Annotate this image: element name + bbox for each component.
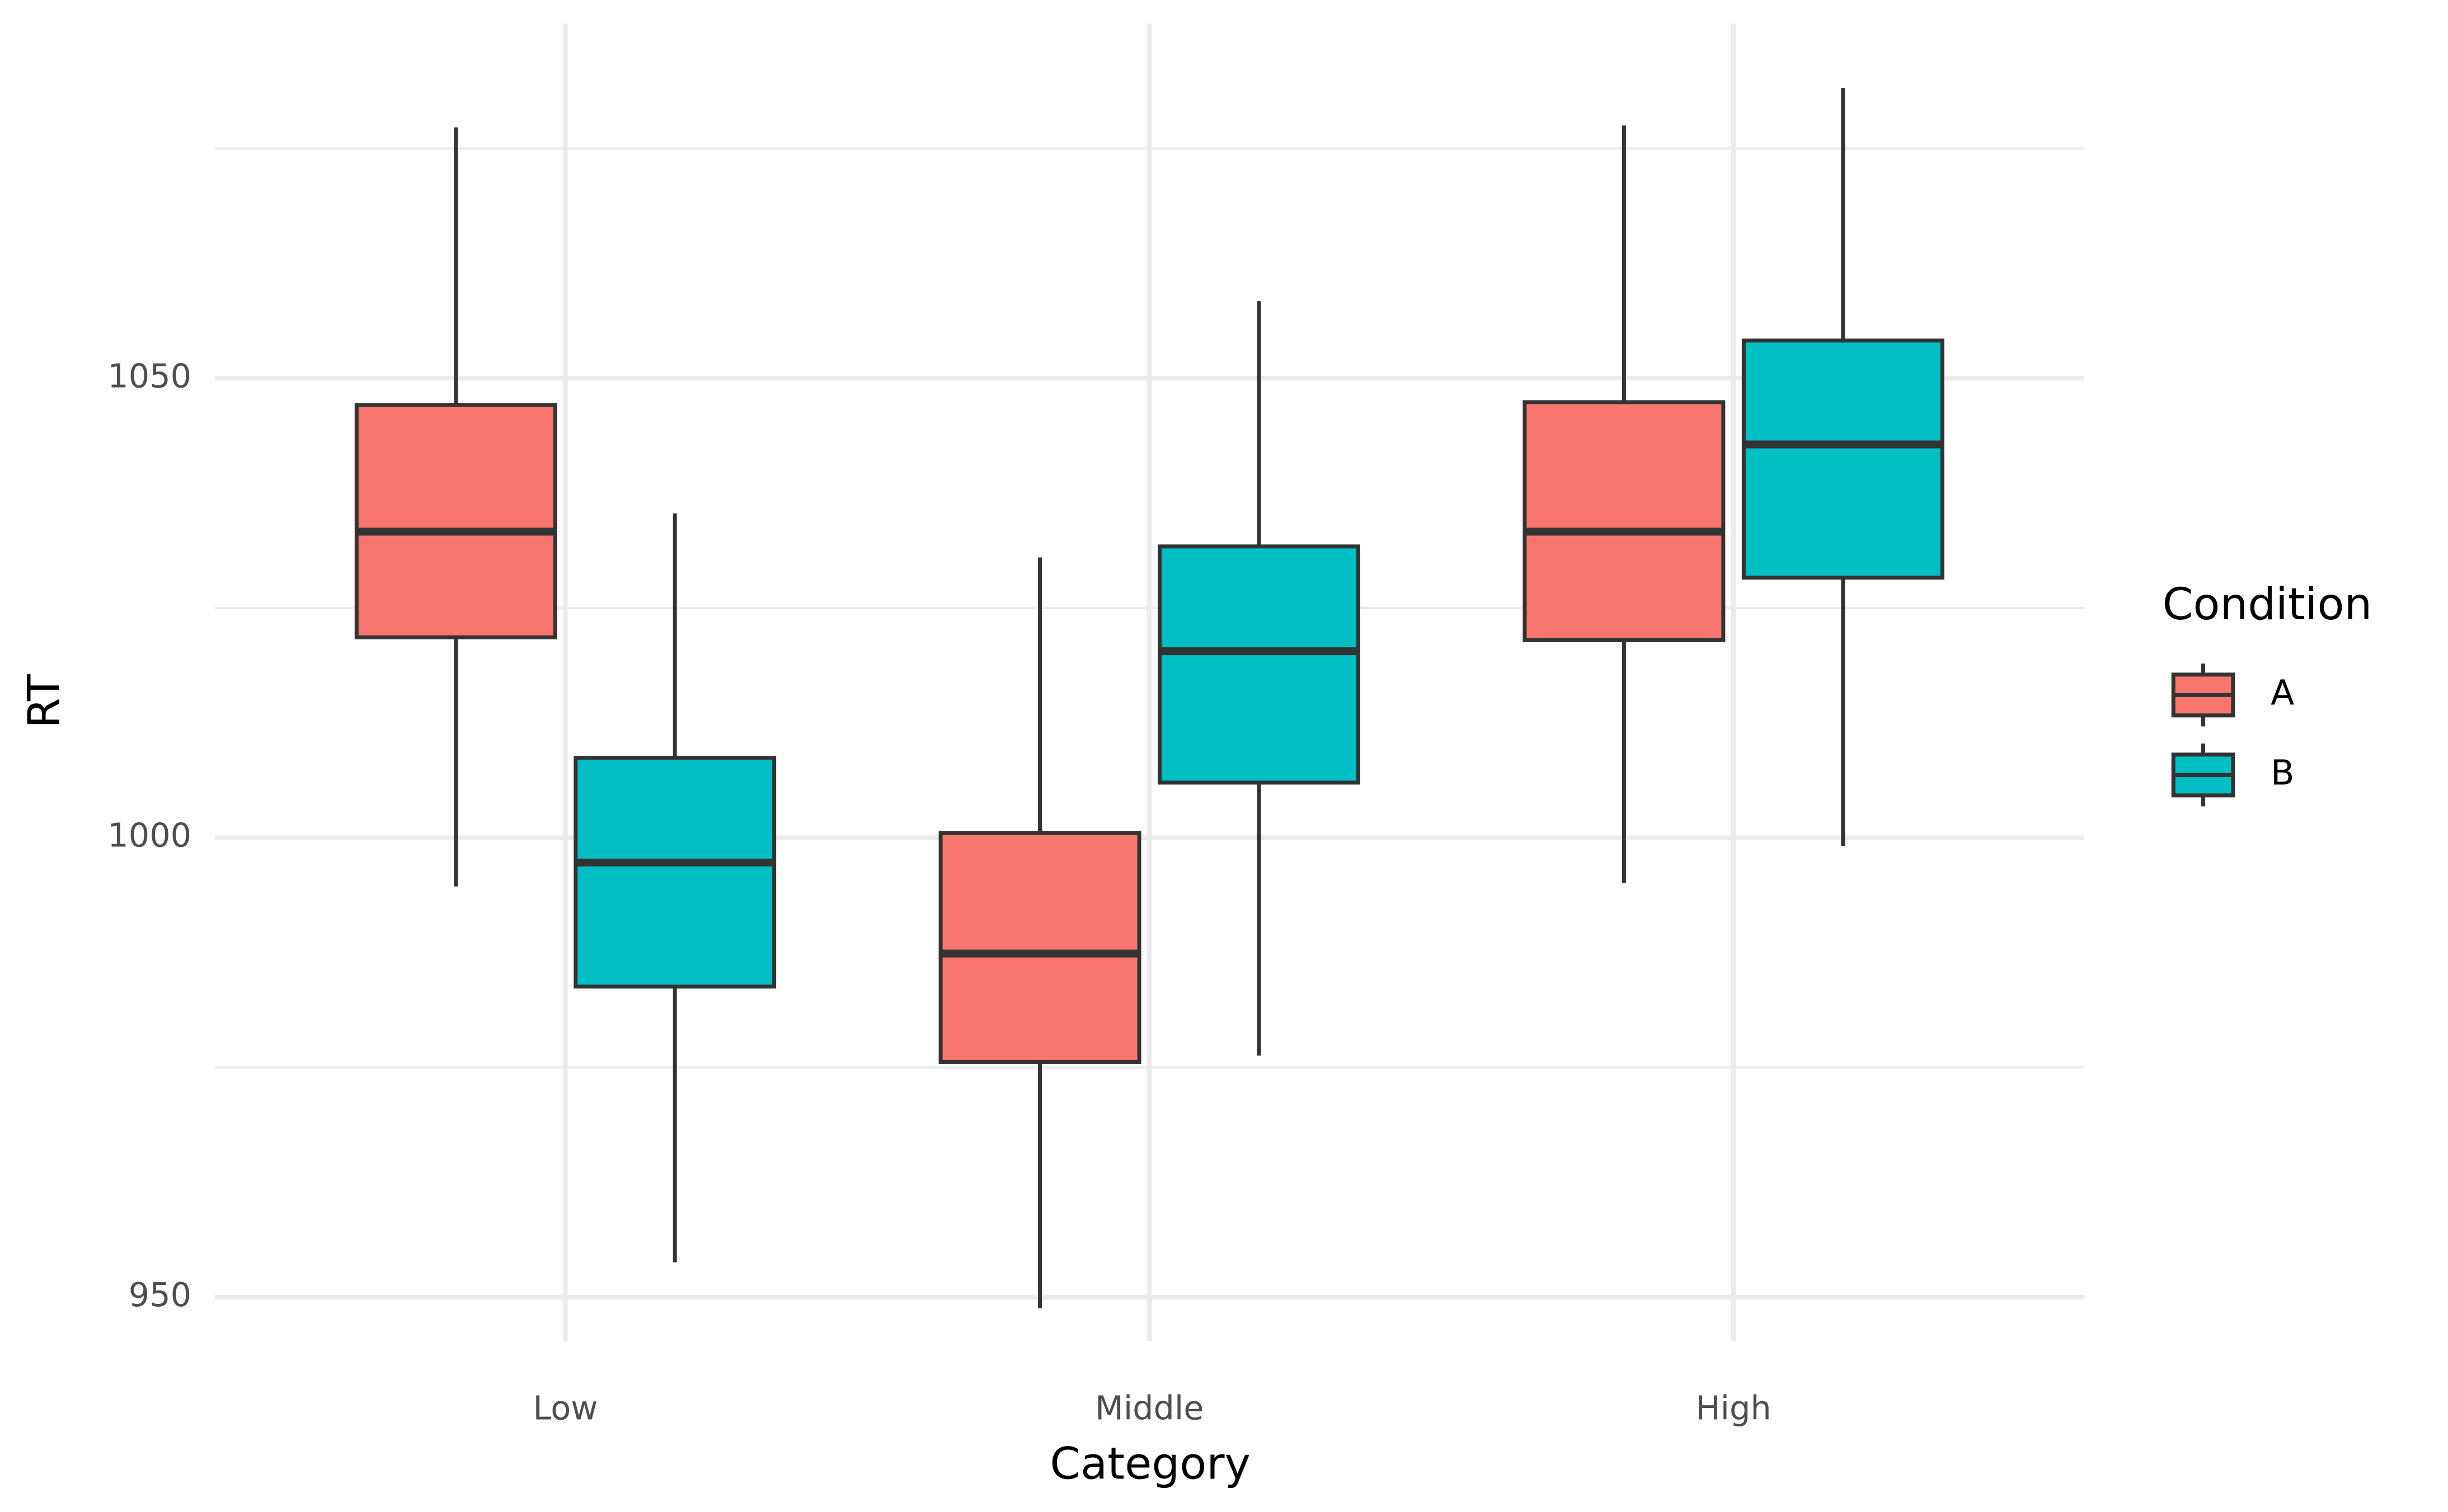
box [1523, 400, 1726, 642]
legend-title: Condition [2163, 578, 2372, 630]
x-tick-label: Middle [1095, 1388, 1204, 1427]
y-tick-label: 1050 [107, 356, 191, 395]
x-tick-label: Low [533, 1388, 598, 1427]
box [938, 831, 1141, 1064]
x-axis-title: Category [1050, 1438, 1251, 1490]
legend-label: A [2271, 672, 2294, 713]
y-tick-label: 950 [129, 1275, 191, 1314]
box [1741, 338, 1944, 580]
x-tick-label: High [1695, 1388, 1771, 1427]
legend-label: B [2271, 753, 2294, 793]
box [574, 756, 777, 989]
box [354, 403, 557, 639]
box [1158, 544, 1360, 785]
y-axis-title: RT [18, 673, 70, 728]
y-tick-label: 1000 [107, 816, 191, 855]
